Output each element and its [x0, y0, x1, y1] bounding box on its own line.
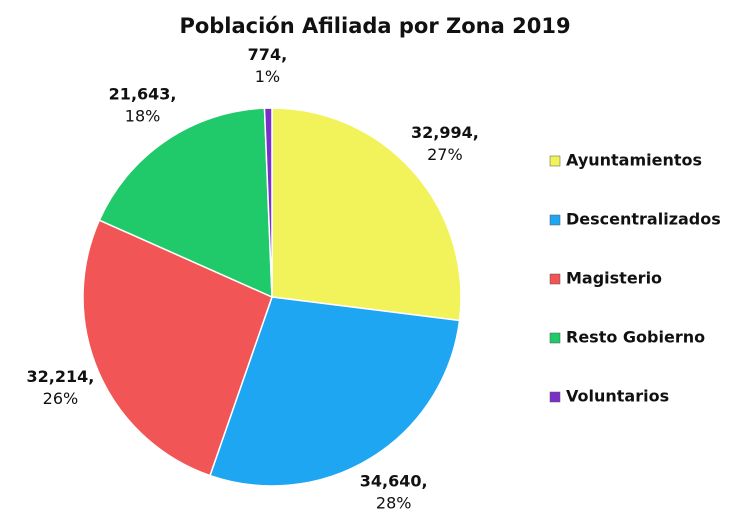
legend-label: Ayuntamientos — [566, 151, 702, 170]
pie-slice — [209, 296, 461, 487]
legend-swatch — [549, 214, 561, 226]
legend-label: Magisterio — [566, 269, 662, 288]
percent-label: 28% — [376, 493, 412, 512]
legend-swatch — [549, 273, 561, 285]
legend-swatch — [549, 155, 561, 167]
pie-slice — [98, 107, 273, 299]
legend-label: Voluntarios — [566, 387, 669, 406]
value-label: 32,994, — [411, 123, 479, 142]
legend-label: Resto Gobierno — [566, 328, 705, 347]
value-label: 32,214, — [27, 367, 95, 386]
pie-slice — [271, 107, 462, 322]
chart-title: Población Afiliada por Zona 2019 — [179, 14, 570, 38]
value-label: 774, — [248, 45, 287, 64]
percent-label: 26% — [43, 389, 79, 408]
legend-swatch — [549, 391, 561, 403]
percent-label: 18% — [125, 107, 161, 126]
percent-label: 1% — [255, 67, 280, 86]
percent-label: 27% — [427, 145, 463, 164]
pie-slice — [82, 219, 273, 477]
pie-slice — [263, 107, 273, 298]
legend-swatch — [549, 332, 561, 344]
legend-label: Descentralizados — [566, 210, 721, 229]
value-label: 34,640, — [360, 471, 428, 490]
value-label: 21,643, — [109, 85, 177, 104]
